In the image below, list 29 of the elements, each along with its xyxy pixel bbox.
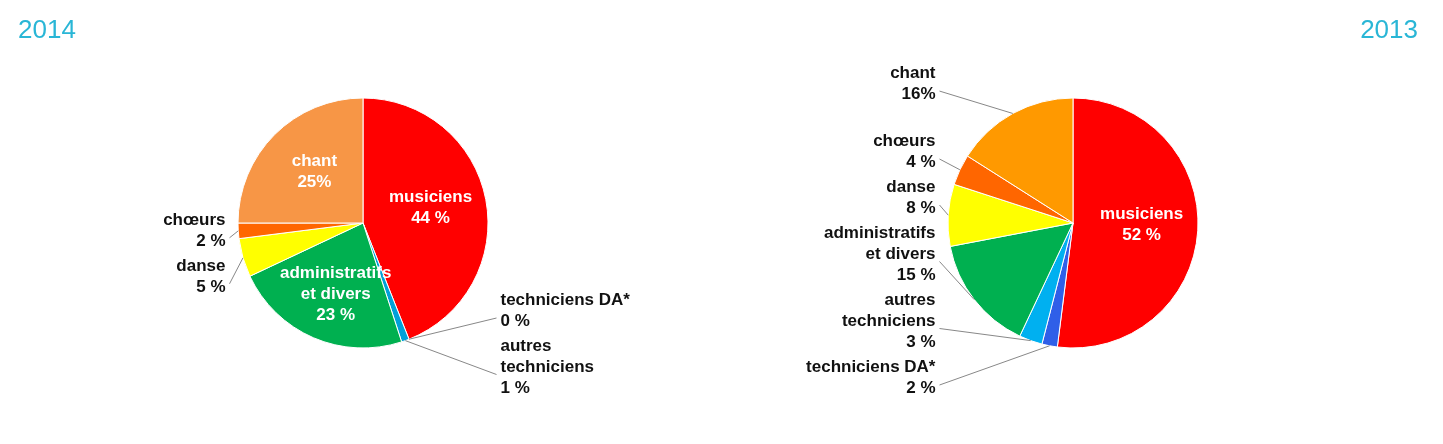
data-label: 8 % xyxy=(906,198,936,217)
data-label: 25% xyxy=(297,172,332,192)
slice-label: danse xyxy=(176,255,226,275)
slice-label: autres techniciens xyxy=(841,290,936,330)
slice-label: chant xyxy=(291,151,338,171)
slice-label: chant xyxy=(890,63,936,83)
slice-label: chœurs xyxy=(873,131,936,150)
chart-title: 2014 xyxy=(18,14,76,44)
slice-label: techniciens DA* xyxy=(806,357,936,376)
data-label: 23 % xyxy=(316,305,356,325)
category-label: techniciens DA* xyxy=(500,290,630,309)
slice-label: administratifs et divers xyxy=(824,223,936,263)
data-label: 2 % xyxy=(906,378,936,397)
slice-label: danse xyxy=(886,177,936,196)
text: 0 % xyxy=(500,311,530,330)
data-label: 15 % xyxy=(896,265,936,284)
data-label: 52 % xyxy=(1122,225,1161,245)
slice-label: musiciens xyxy=(1100,204,1184,224)
data-label: 16% xyxy=(901,84,936,104)
slice-label: chœurs xyxy=(163,209,226,229)
data-label: 5 % xyxy=(196,276,226,296)
data-label: 1 % xyxy=(500,378,530,397)
data-label: 44 % xyxy=(411,208,450,228)
text: 2013 xyxy=(1360,14,1418,44)
data-label: 4 % xyxy=(906,152,936,171)
slice-label: autres techniciens xyxy=(500,336,595,376)
slice-label: musiciens xyxy=(388,187,473,207)
data-label: 3 % xyxy=(906,332,936,351)
data-label: 2 % xyxy=(196,230,226,250)
